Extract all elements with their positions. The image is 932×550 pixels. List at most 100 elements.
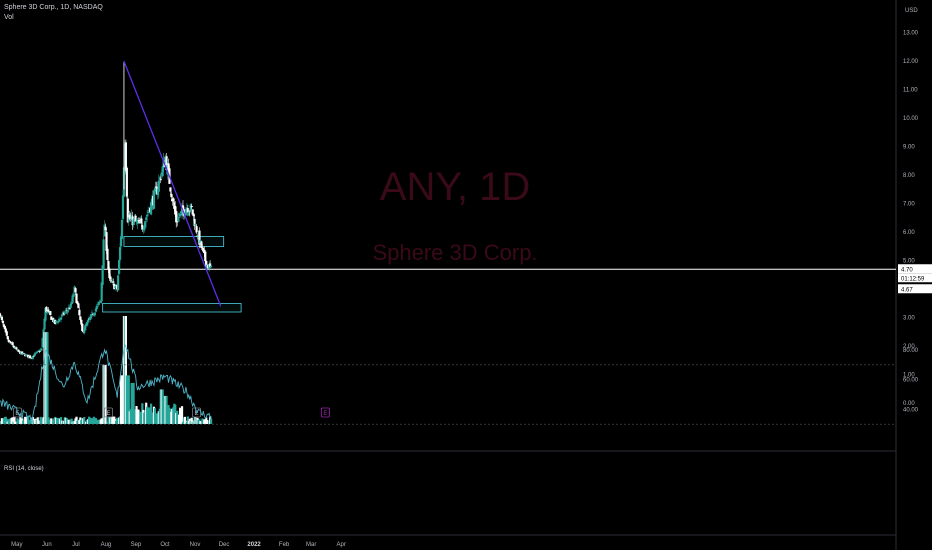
last-price-value: 4.70: [901, 267, 913, 273]
candles: [0, 139, 213, 361]
time-axis-tick: Jul: [72, 542, 80, 548]
volume-bar: [183, 416, 187, 424]
price-axis-tick: 7.00: [903, 202, 915, 208]
candle-body: [125, 167, 128, 197]
candle-body: [107, 261, 110, 270]
candle-body: [149, 202, 153, 215]
candle-body: [169, 187, 172, 192]
candle-body: [102, 239, 105, 269]
volume-bar: [104, 364, 107, 424]
candle-body: [101, 265, 104, 285]
candle-body: [172, 198, 175, 202]
candle-body: [136, 221, 139, 224]
time-axis-tick: May: [11, 542, 22, 548]
candle-body: [38, 351, 41, 352]
volume-bars: [0, 316, 213, 424]
candle-body: [4, 328, 7, 333]
candle-body: [60, 314, 64, 317]
candle-body: [35, 351, 38, 354]
candle-body: [75, 293, 78, 303]
candle-body: [117, 275, 120, 291]
candle-body: [99, 300, 102, 303]
candle-body: [186, 208, 189, 213]
volume-bar: [70, 418, 73, 424]
candle-body: [40, 348, 43, 351]
candle-body: [193, 219, 196, 227]
candle-body: [18, 350, 21, 352]
candle-body: [175, 211, 178, 223]
candle-body: [181, 205, 185, 212]
candle-body: [44, 307, 47, 321]
candle-body: [31, 356, 35, 359]
volume-indicator-label[interactable]: Vol: [4, 14, 14, 21]
candle-body: [180, 208, 184, 216]
candle-body: [173, 202, 176, 209]
candle-body: [190, 206, 193, 208]
volume-bar: [127, 375, 130, 424]
candle-body: [177, 217, 180, 222]
candle-body: [106, 248, 109, 261]
candle-body: [45, 306, 48, 313]
candle-body: [126, 198, 129, 223]
price-axis-tick: 11.00: [903, 88, 918, 94]
volume-bar: [65, 418, 68, 424]
candle-body: [3, 325, 6, 330]
candle-body: [87, 320, 90, 323]
candle-body: [5, 331, 8, 336]
candle-body: [198, 230, 201, 245]
earnings-marker-icon: [13, 407, 22, 418]
candle-body: [80, 319, 83, 325]
candle-body: [200, 241, 203, 249]
price-axis-tick: 8.00: [903, 173, 915, 179]
earnings-marker-label: E: [106, 411, 110, 417]
time-axis-tick: Feb: [279, 542, 290, 548]
candle-body: [105, 232, 108, 251]
candle-body: [34, 352, 37, 354]
candle-body: [112, 281, 115, 283]
candle-body: [95, 305, 98, 310]
time-axis-tick: Apr: [337, 542, 346, 548]
candle-body: [134, 215, 137, 222]
candle-body: [90, 312, 94, 314]
candle-body: [201, 247, 204, 249]
candle-body: [170, 193, 173, 198]
volume-bar: [50, 418, 53, 424]
volume-bar: [75, 416, 78, 424]
candle-body: [15, 347, 18, 350]
candle-body: [194, 223, 197, 226]
candle-body: [100, 282, 103, 302]
candle-body: [118, 260, 121, 274]
candle-body: [115, 285, 118, 286]
volume-bar: [46, 332, 49, 424]
time-axis-tick: Mar: [306, 542, 316, 548]
candle-body: [29, 358, 33, 360]
candle-body: [76, 301, 79, 305]
candle-body: [17, 349, 20, 352]
candle-body: [202, 247, 205, 251]
volume-bar: [40, 418, 43, 424]
candle-body: [179, 213, 182, 217]
candle-body: [56, 321, 60, 323]
candle-body: [97, 301, 100, 306]
candle-body: [132, 218, 135, 225]
candle-body: [77, 303, 80, 309]
support-zone-2: [102, 303, 242, 313]
earnings-marker-icon: [104, 407, 113, 418]
earnings-marker-label: E: [323, 411, 327, 417]
candle-body: [79, 316, 82, 321]
candle-body: [93, 312, 96, 316]
candle-body: [26, 354, 30, 358]
volume-bar: [201, 418, 204, 424]
rsi-axis-tick: 80.00: [903, 348, 919, 354]
candle-body: [189, 204, 192, 211]
candle-body: [43, 318, 46, 330]
candle-body: [6, 336, 9, 340]
prev-price-value: 4.67: [901, 287, 913, 293]
currency-label: USD: [905, 8, 918, 14]
rsi-axis-tick: 40.00: [903, 407, 919, 413]
candle-body: [203, 249, 206, 254]
price-axis-tick: 12.00: [903, 59, 919, 65]
candle-body: [156, 188, 159, 196]
candle-body: [192, 213, 195, 217]
